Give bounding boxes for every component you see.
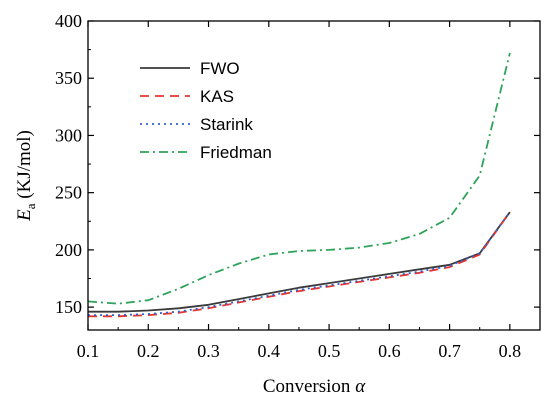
x-tick-label: 0.4 xyxy=(258,341,281,361)
x-tick-label: 0.8 xyxy=(499,341,522,361)
x-tick-label: 0.2 xyxy=(137,341,160,361)
y-tick-label: 150 xyxy=(55,297,82,317)
legend-label-fwo: FWO xyxy=(200,59,240,78)
plot-frame xyxy=(87,20,541,331)
y-tick-label: 300 xyxy=(55,125,82,145)
x-tick-label: 0.3 xyxy=(197,341,220,361)
x-tick-label: 0.6 xyxy=(378,341,401,361)
x-axis-title: Conversion α xyxy=(263,376,366,397)
series-line-starink xyxy=(88,211,511,317)
legend-label-kas: KAS xyxy=(200,87,234,106)
y-axis-title: Ea (KJ/mol) xyxy=(14,130,38,222)
series-layer xyxy=(87,52,511,318)
x-tick-label: 0.5 xyxy=(318,341,341,361)
x-axis-ticks: 0.1 0.2 0.3 0.4 0.5 0.6 0.7 0.8 xyxy=(77,21,541,361)
y-tick-label: 350 xyxy=(55,68,82,88)
y-tick-label: 400 xyxy=(55,11,82,31)
series-line-friedman xyxy=(87,52,511,305)
y-axis-ticks: 150 200 250 300 350 400 xyxy=(55,11,540,317)
x-tick-label: 0.7 xyxy=(438,341,461,361)
y-tick-label: 200 xyxy=(55,240,82,260)
series-line-kas xyxy=(88,211,511,318)
x-tick-label: 0.1 xyxy=(77,341,100,361)
legend-label-starink: Starink xyxy=(200,115,253,134)
y-tick-label: 250 xyxy=(55,183,82,203)
legend: FWO KAS Starink Friedman xyxy=(140,59,272,162)
series-line-fwo xyxy=(88,211,511,313)
legend-label-friedman: Friedman xyxy=(200,143,272,162)
